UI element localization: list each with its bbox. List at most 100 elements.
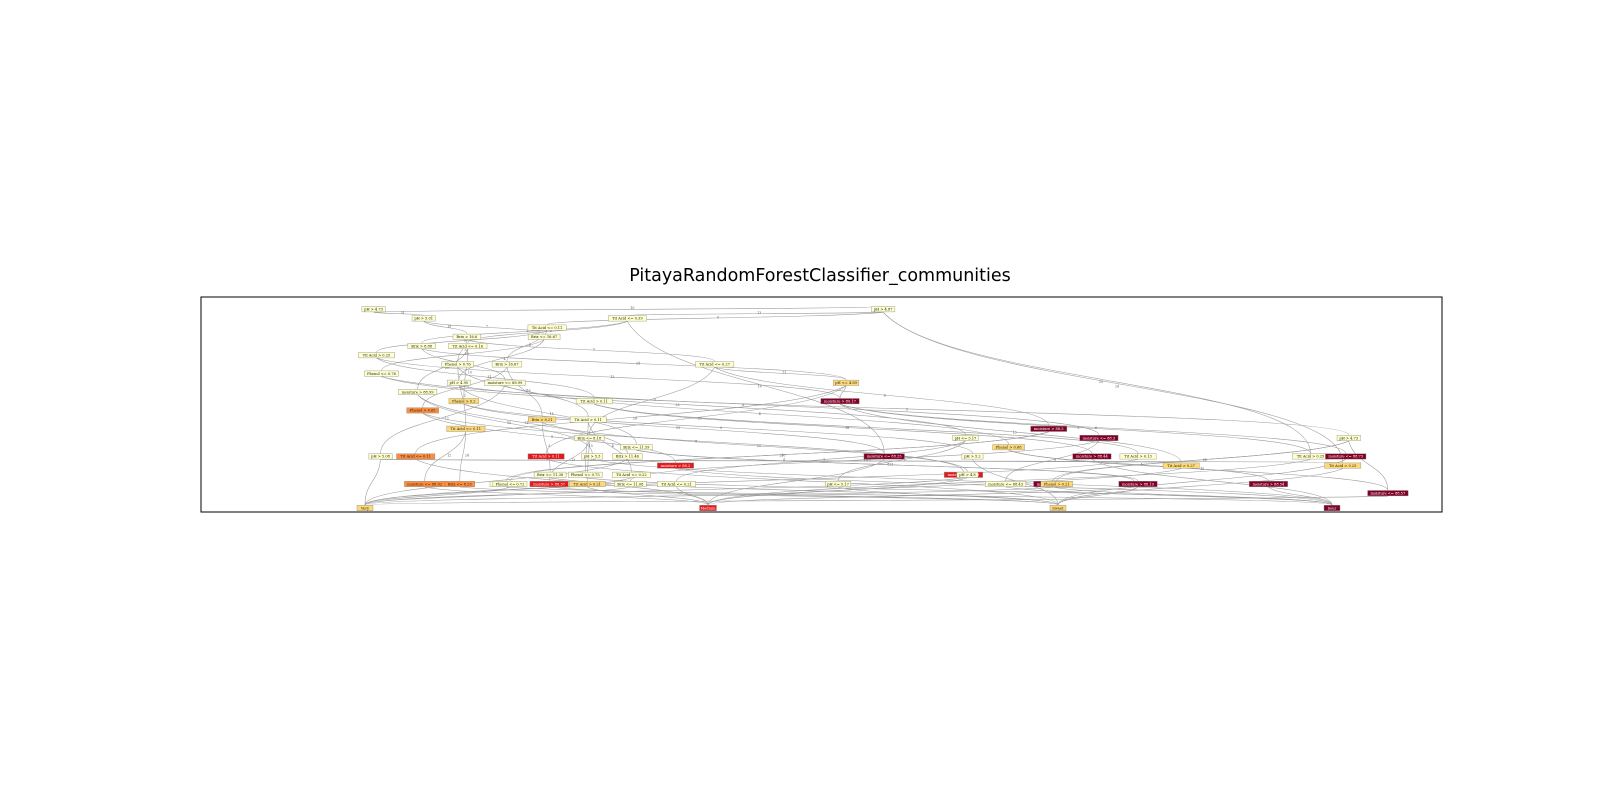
split-node-label: pH <= 5.17 — [955, 436, 977, 440]
split-node-box — [956, 471, 979, 478]
split-node-box — [1162, 462, 1200, 469]
split-node: Brix > 16.6 — [452, 333, 481, 340]
split-node-label: Phenol <= 0.76 — [367, 372, 397, 376]
split-node: moisture <= 88.3 — [1079, 435, 1119, 441]
split-node-label: Phenol <= 0.75 — [571, 473, 601, 477]
tree-edge — [707, 459, 885, 506]
split-node-box — [441, 361, 475, 368]
edge-count-label: 6 — [550, 329, 552, 333]
split-node-box — [992, 444, 1025, 451]
edge-count-label: 13 — [676, 426, 680, 430]
split-node-box — [1249, 481, 1288, 487]
edge-count-label: 15 — [465, 352, 469, 356]
split-node-box — [611, 471, 651, 478]
split-node: Tit Acid > 0.11 — [575, 398, 613, 405]
leaf-node: Sweet — [1049, 505, 1067, 511]
edge-count-label: 31 — [487, 375, 491, 379]
split-node: Phenol <= 0.75 — [567, 471, 603, 478]
split-node: Brix <= 11.59 — [620, 444, 653, 451]
edge-count-label: 10 — [468, 371, 472, 375]
edge-count-label: 31 — [590, 458, 594, 462]
split-node: pH > 4.73 — [1336, 435, 1361, 441]
split-node-label: Tit Acid <= 0.16 — [453, 344, 484, 348]
split-node-label: Brix <= 8.18 — [577, 436, 602, 440]
tree-edge — [376, 330, 548, 353]
split-node: Tit Acid > 0.11 — [569, 416, 607, 423]
split-node-label: Tit Acid <= 0.11 — [451, 427, 482, 431]
split-node-label: moisture <= 88.43 — [988, 482, 1023, 486]
split-node-label: Phenol > 0.2 — [452, 400, 476, 404]
split-node-label: pH > 4.73 — [1339, 436, 1358, 440]
tree-edge — [883, 312, 1311, 454]
split-node: Brix > 8.21 — [528, 416, 557, 423]
tree-edge — [588, 367, 715, 436]
split-node: Brix > 8.88 — [407, 343, 436, 349]
split-node-box — [581, 453, 604, 460]
split-node: pH <= 5.17 — [952, 435, 979, 441]
split-node: Tit Acid <= 0.11 — [446, 425, 486, 432]
split-node-box — [620, 444, 653, 451]
split-node: Tit Acid <= 0.21 — [657, 481, 696, 487]
leaf-node-label: Very — [360, 506, 370, 510]
edge-count-label: 23 — [464, 348, 468, 352]
split-node: pH > 5.3 — [581, 453, 604, 460]
edge-count-label: 4 — [612, 444, 614, 448]
tree-edge — [594, 403, 1139, 454]
split-node: pH > 4.8 — [956, 471, 979, 478]
tree-edge — [424, 486, 709, 506]
tree-edge — [417, 394, 628, 454]
edge-count-label: 12 — [447, 453, 451, 457]
edge-count-label: 24 — [465, 453, 469, 457]
edge-count-label: 31 — [782, 371, 786, 375]
split-node-label: moisture <= 88.92 — [407, 482, 442, 486]
leaf-node: Sour — [1323, 505, 1341, 511]
split-node: Phenol > 0.68 — [992, 444, 1025, 451]
split-node-box — [1030, 425, 1068, 432]
split-node: Tit Acid <= 0.22 — [611, 471, 651, 478]
edge-count-label: 6 — [1095, 426, 1097, 430]
tree-edge — [1005, 440, 1100, 482]
split-node: Brix <= 11.38 — [533, 471, 567, 478]
split-node-box — [863, 453, 905, 460]
tree-edge — [1268, 486, 1333, 506]
tree-edge — [545, 385, 847, 454]
split-node-label: pH > 5.2 — [964, 455, 980, 459]
tree-edge — [458, 385, 1349, 436]
edge-count-label: 20 — [779, 453, 783, 457]
tree-edge — [415, 385, 847, 454]
edge-count-label: 10 — [781, 453, 785, 457]
tree-edge — [1056, 440, 1349, 482]
split-node: moisture > 88.37 — [529, 481, 569, 487]
split-node-label: moisture > 89.17 — [824, 400, 856, 404]
edge-count-label: 5 — [1205, 458, 1207, 462]
edge-count-label: 20 — [1099, 380, 1103, 384]
split-node-label: Phenol > 0.76 — [445, 363, 471, 367]
edge-count-label: 24 — [633, 417, 637, 421]
split-node-label: moisture > 88.37 — [533, 482, 565, 486]
split-node-label: Tit Acid <= 0.11 — [532, 326, 563, 330]
split-node-box — [1336, 435, 1361, 441]
edge-count-label: 0 — [467, 384, 469, 388]
tree-edge — [376, 357, 841, 399]
split-node-label: Phenol > 0.21 — [1044, 482, 1070, 486]
edge-count-label: 7 — [823, 458, 825, 462]
edge-count-label: 13 — [757, 311, 761, 315]
tree-edge — [463, 403, 973, 454]
edge-count-label: 4 — [759, 412, 761, 416]
tree-edge — [380, 459, 1343, 463]
split-node-box — [961, 453, 984, 460]
split-node-label: moisture <= 88.57 — [1370, 492, 1405, 496]
edge-count-label: 12 — [445, 417, 449, 421]
split-node-label: Brix <= 11.38 — [537, 473, 564, 477]
edge-count-label: 5 — [464, 338, 466, 342]
tree-edge — [839, 403, 1182, 463]
tree-edge — [457, 367, 467, 426]
edge-count-label: 0 — [1054, 458, 1056, 462]
split-node-box — [657, 462, 694, 469]
split-node-box — [491, 361, 523, 368]
edge-count-label: 18 — [447, 325, 451, 329]
edge-count-label: 31 — [401, 311, 405, 315]
edge-count-label: 7 — [486, 325, 488, 329]
tree-edge — [458, 385, 637, 445]
split-node: Brix <= 11.08 — [614, 481, 647, 487]
